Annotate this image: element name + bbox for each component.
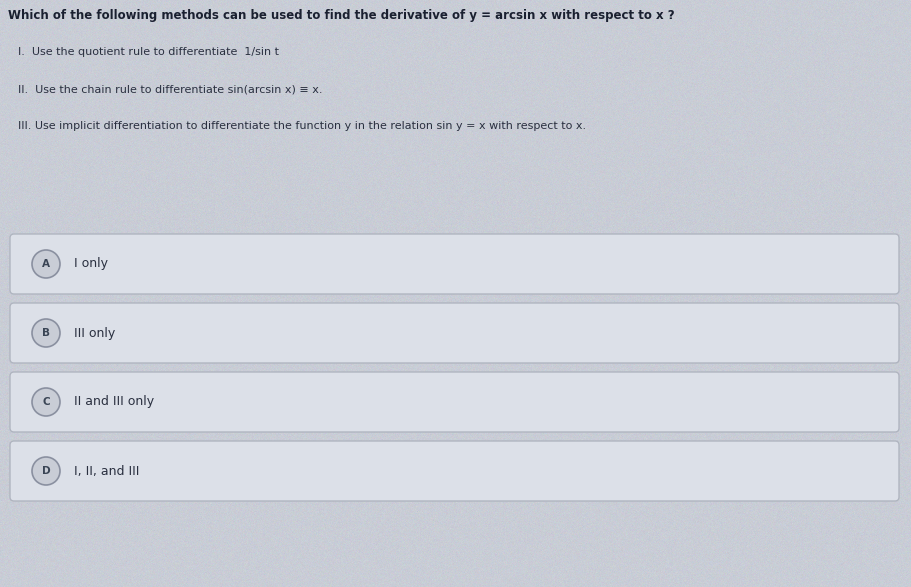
- Circle shape: [32, 388, 60, 416]
- Text: III. Use implicit differentiation to differentiate the function y in the relatio: III. Use implicit differentiation to dif…: [18, 121, 586, 131]
- Text: A: A: [42, 259, 50, 269]
- FancyBboxPatch shape: [10, 372, 899, 432]
- Text: II and III only: II and III only: [74, 396, 154, 409]
- Text: B: B: [42, 328, 50, 338]
- Circle shape: [32, 457, 60, 485]
- Text: C: C: [42, 397, 50, 407]
- FancyBboxPatch shape: [10, 234, 899, 294]
- Circle shape: [32, 250, 60, 278]
- Text: I.  Use the quotient rule to differentiate  1/sin t: I. Use the quotient rule to differentiat…: [18, 47, 279, 57]
- Text: Which of the following methods can be used to find the derivative of y = arcsin : Which of the following methods can be us…: [8, 9, 675, 22]
- Text: III only: III only: [74, 326, 116, 339]
- FancyBboxPatch shape: [10, 441, 899, 501]
- Circle shape: [32, 319, 60, 347]
- Text: I, II, and III: I, II, and III: [74, 464, 139, 477]
- FancyBboxPatch shape: [10, 303, 899, 363]
- Text: II.  Use the chain rule to differentiate sin(arcsin x) ≡ x.: II. Use the chain rule to differentiate …: [18, 84, 322, 94]
- Text: I only: I only: [74, 258, 108, 271]
- Text: D: D: [42, 466, 50, 476]
